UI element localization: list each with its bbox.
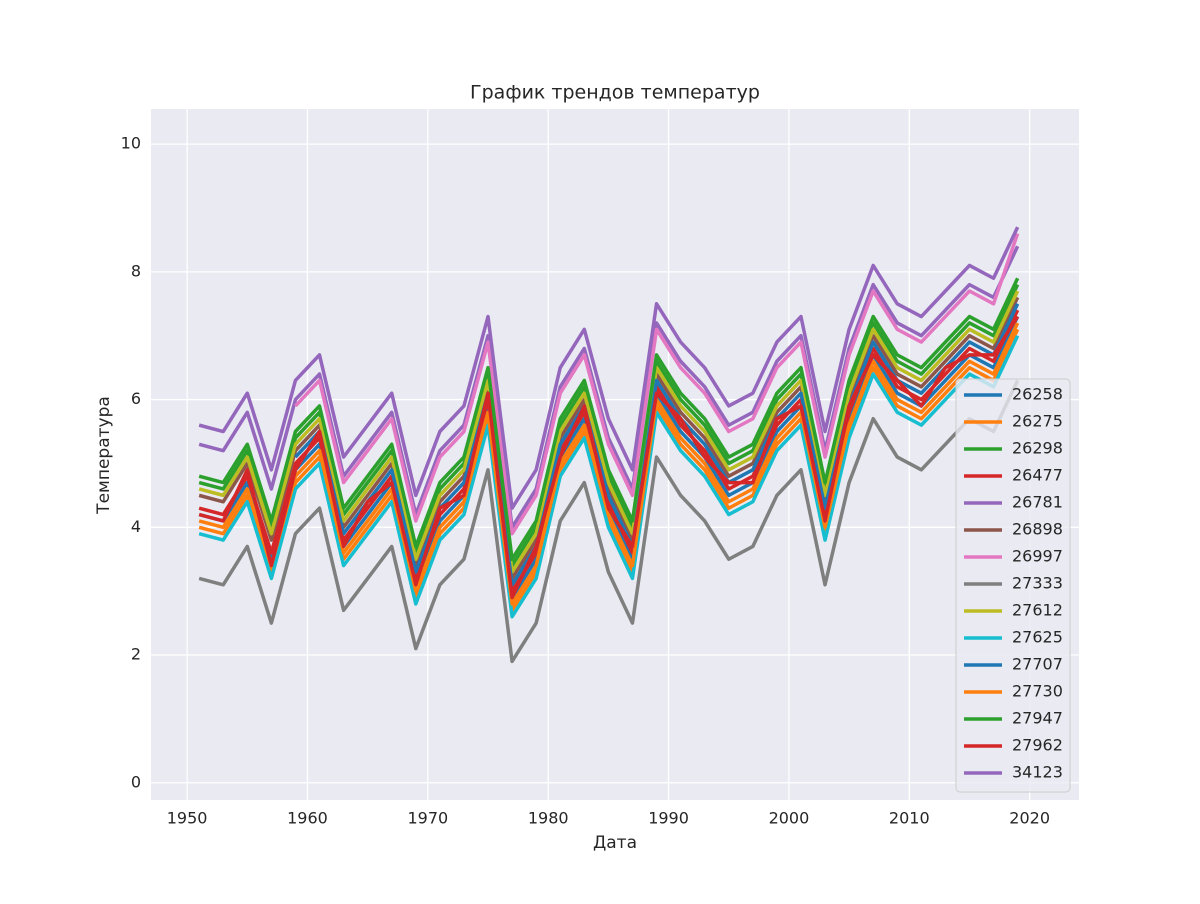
series-line: [198, 226, 1020, 510]
legend-label: 26898: [1012, 520, 1063, 539]
x-tick-label: 1980: [528, 809, 569, 828]
x-tick-label: 1950: [167, 809, 208, 828]
y-tick-label: 0: [131, 772, 141, 791]
x-tick-label: 2000: [769, 809, 810, 828]
y-tick-label: 2: [131, 645, 141, 664]
legend-label: 26275: [1012, 412, 1063, 431]
legend-label: 27947: [1012, 709, 1063, 728]
legend-label: 27625: [1012, 628, 1063, 647]
legend-label: 34123: [1012, 763, 1063, 782]
legend-label: 27333: [1012, 574, 1063, 593]
legend-label: 26997: [1012, 547, 1063, 566]
y-tick-label: 10: [121, 134, 141, 153]
legend-label: 26781: [1012, 493, 1063, 512]
legend-label: 26477: [1012, 466, 1063, 485]
legend-label: 27707: [1012, 655, 1063, 674]
x-tick-label: 1960: [287, 809, 328, 828]
series-line: [198, 277, 1020, 561]
y-tick-label: 6: [131, 389, 141, 408]
legend-box: [955, 378, 1071, 793]
chart-title: График трендов температур: [470, 82, 760, 104]
y-axis-label: Температура: [94, 396, 114, 515]
series-line: [198, 290, 1020, 574]
x-tick-label: 1990: [648, 809, 689, 828]
x-tick-label: 1970: [407, 809, 448, 828]
series-line: [198, 315, 1020, 600]
series-line: [198, 334, 1020, 619]
legend-label: 26258: [1012, 385, 1063, 404]
legend-label: 26298: [1012, 439, 1063, 458]
series-line: [198, 322, 1020, 606]
series-line: [198, 379, 1020, 664]
x-axis-label: Дата: [593, 833, 637, 853]
x-tick-label: 2020: [1009, 809, 1050, 828]
x-tick-label: 2010: [889, 809, 930, 828]
series-line: [294, 232, 1020, 536]
legend-label: 27730: [1012, 682, 1063, 701]
y-tick-label: 4: [131, 517, 141, 536]
y-tick-label: 8: [131, 261, 141, 280]
legend-label: 27612: [1012, 601, 1063, 620]
legend-label: 27962: [1012, 736, 1063, 755]
